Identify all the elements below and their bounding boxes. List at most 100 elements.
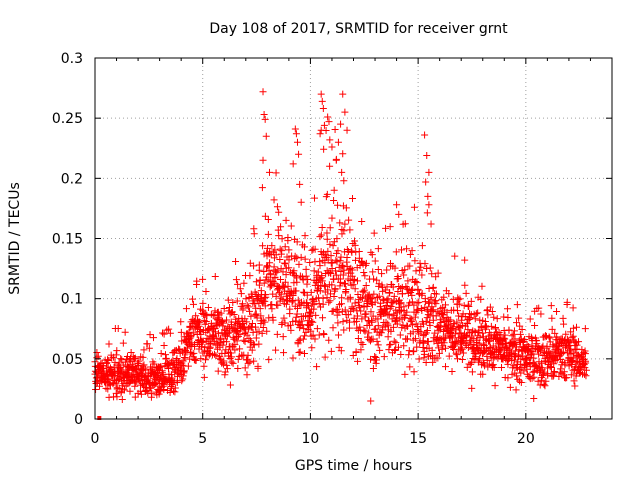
data-point bbox=[569, 354, 577, 362]
data-point bbox=[308, 344, 316, 352]
data-point bbox=[530, 395, 538, 403]
data-point bbox=[412, 278, 420, 286]
data-point bbox=[533, 340, 541, 348]
data-point bbox=[149, 334, 157, 342]
data-point bbox=[104, 357, 112, 365]
data-point bbox=[454, 296, 462, 304]
data-point bbox=[360, 269, 368, 277]
data-point bbox=[339, 271, 347, 279]
data-point bbox=[157, 363, 165, 371]
data-point bbox=[259, 242, 267, 250]
data-point bbox=[276, 256, 284, 264]
data-point bbox=[394, 275, 402, 283]
data-point bbox=[200, 373, 208, 381]
data-point bbox=[319, 294, 327, 302]
data-point bbox=[221, 350, 229, 358]
data-point bbox=[265, 168, 273, 176]
data-point bbox=[370, 229, 378, 237]
data-point bbox=[304, 317, 312, 325]
data-point bbox=[247, 312, 255, 320]
y-tick-label: 0.05 bbox=[52, 352, 83, 368]
data-point bbox=[246, 358, 254, 366]
data-point bbox=[96, 382, 104, 390]
data-point bbox=[160, 342, 168, 350]
data-point bbox=[219, 319, 227, 327]
data-point bbox=[409, 328, 417, 336]
data-point bbox=[190, 355, 198, 363]
data-point bbox=[232, 276, 240, 284]
data-point bbox=[301, 232, 309, 240]
data-point bbox=[311, 335, 319, 343]
data-point bbox=[429, 306, 437, 314]
data-point bbox=[374, 322, 382, 330]
data-point bbox=[211, 328, 219, 336]
data-point bbox=[427, 220, 435, 228]
data-point bbox=[244, 303, 252, 311]
data-point bbox=[309, 318, 317, 326]
data-point bbox=[289, 160, 297, 168]
data-point bbox=[530, 373, 538, 381]
data-point bbox=[270, 196, 278, 204]
y-tick-label: 0.15 bbox=[52, 232, 83, 248]
data-point bbox=[197, 330, 205, 338]
data-point bbox=[131, 382, 139, 390]
data-point bbox=[190, 349, 198, 357]
data-point bbox=[220, 326, 228, 334]
data-point bbox=[265, 356, 273, 364]
data-point bbox=[199, 299, 207, 307]
data-point bbox=[389, 323, 397, 331]
data-point bbox=[261, 297, 269, 305]
data-point bbox=[504, 360, 512, 368]
data-point bbox=[326, 268, 334, 276]
data-point bbox=[548, 325, 556, 333]
data-point bbox=[277, 290, 285, 298]
data-point bbox=[335, 308, 343, 316]
data-point bbox=[505, 355, 513, 363]
data-point bbox=[310, 194, 318, 202]
data-point bbox=[545, 333, 553, 341]
data-point bbox=[537, 347, 545, 355]
data-point bbox=[432, 290, 440, 298]
data-point bbox=[326, 290, 334, 298]
data-point bbox=[301, 255, 309, 263]
data-point bbox=[475, 356, 483, 364]
data-point bbox=[308, 246, 316, 254]
data-point bbox=[328, 281, 336, 289]
data-point bbox=[546, 334, 554, 342]
data-point bbox=[404, 277, 412, 285]
data-point bbox=[263, 327, 271, 335]
data-point bbox=[261, 318, 269, 326]
data-point bbox=[567, 350, 575, 358]
data-point bbox=[323, 229, 331, 237]
data-point bbox=[518, 352, 526, 360]
data-point bbox=[406, 250, 414, 258]
data-point bbox=[144, 389, 152, 397]
data-point bbox=[113, 393, 121, 401]
data-point bbox=[411, 335, 419, 343]
data-point bbox=[368, 251, 376, 259]
data-point bbox=[171, 384, 179, 392]
data-point bbox=[421, 330, 429, 338]
data-point bbox=[472, 350, 480, 358]
data-point bbox=[376, 346, 384, 354]
data-point bbox=[418, 307, 426, 315]
data-point bbox=[511, 347, 519, 355]
y-tick-label: 0.3 bbox=[61, 51, 83, 67]
data-point bbox=[362, 281, 370, 289]
data-point bbox=[312, 311, 320, 319]
data-point bbox=[274, 266, 282, 274]
data-point bbox=[390, 337, 398, 345]
data-point bbox=[333, 258, 341, 266]
data-point bbox=[546, 363, 554, 371]
data-point bbox=[373, 356, 381, 364]
data-point bbox=[497, 347, 505, 355]
data-point bbox=[370, 290, 378, 298]
data-point bbox=[408, 321, 416, 329]
data-point bbox=[240, 336, 248, 344]
data-point bbox=[360, 286, 368, 294]
data-point bbox=[435, 322, 443, 330]
data-point bbox=[369, 364, 377, 372]
data-point bbox=[200, 362, 208, 370]
data-point bbox=[374, 266, 382, 274]
data-point bbox=[241, 338, 249, 346]
